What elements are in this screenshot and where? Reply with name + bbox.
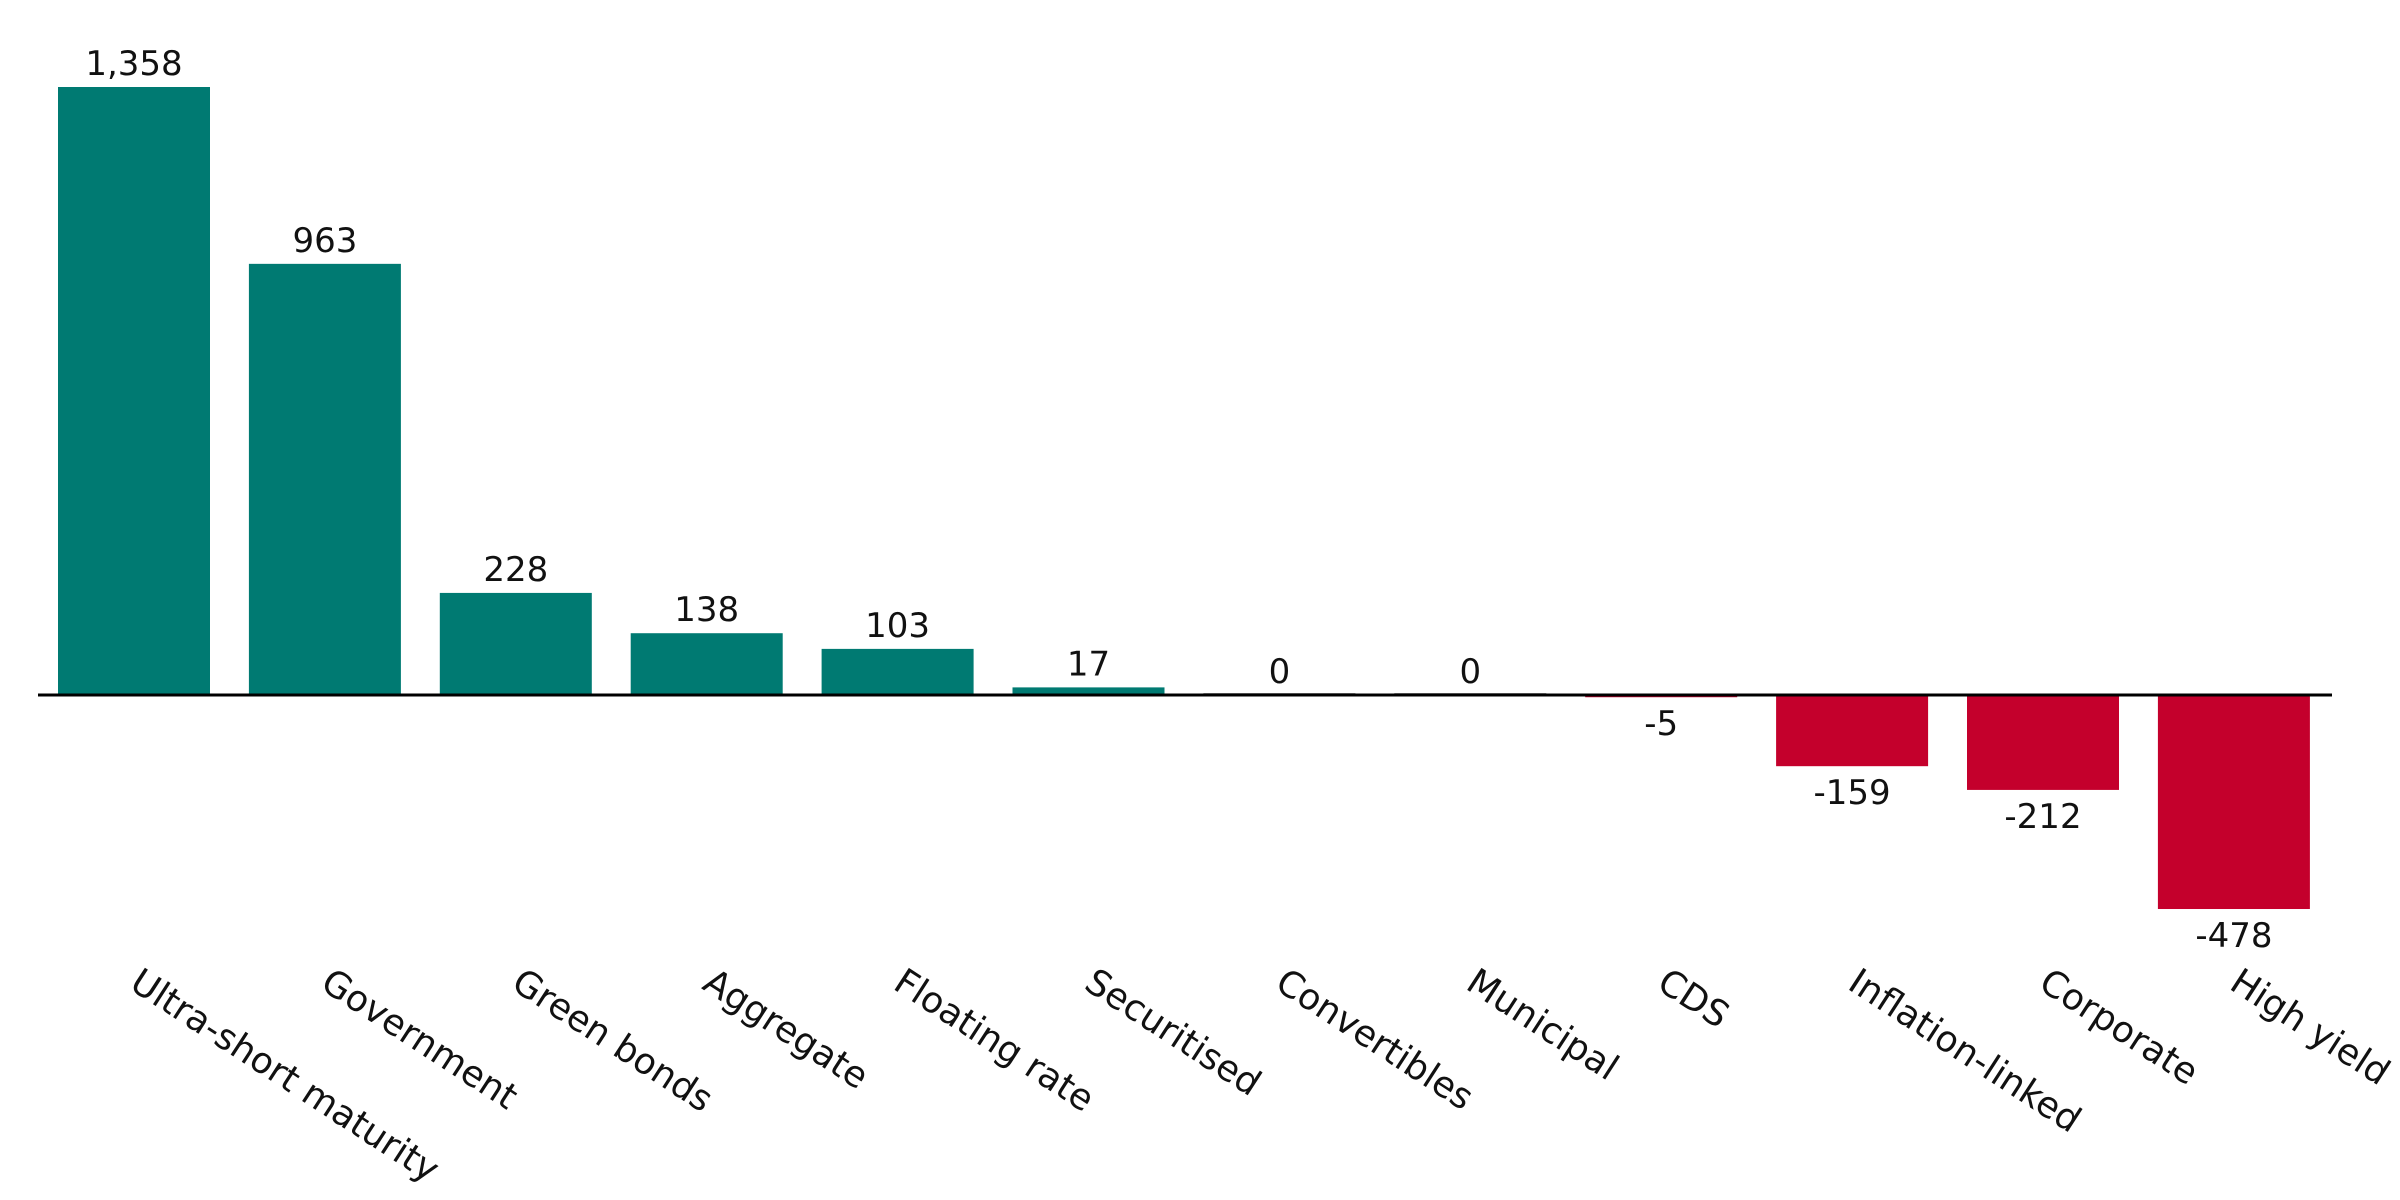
bar-0 — [58, 87, 210, 695]
bar-3 — [630, 633, 783, 695]
value-label-8: -5 — [1644, 704, 1678, 744]
value-label-4: 103 — [865, 606, 930, 646]
value-label-3: 138 — [674, 590, 739, 630]
value-label-10: -212 — [2004, 797, 2081, 837]
value-label-11: -478 — [2195, 916, 2272, 956]
category-label-2: Green bonds — [505, 961, 720, 1121]
value-label-5: 17 — [1067, 644, 1110, 684]
category-label-10: Corporate — [2032, 961, 2205, 1093]
category-label-5: Securitised — [1078, 961, 1268, 1104]
value-label-2: 228 — [483, 550, 548, 590]
bars-group — [58, 87, 2310, 910]
bar-5 — [1012, 687, 1165, 695]
category-label-8: CDS — [1650, 961, 1736, 1037]
category-label-11: High yield — [2223, 961, 2397, 1094]
category-label-0: Ultra-short maturity — [123, 961, 446, 1191]
value-label-7: 0 — [1459, 652, 1481, 692]
value-label-9: -159 — [1814, 773, 1891, 813]
category-label-3: Aggregate — [696, 961, 876, 1098]
bar-2 — [439, 592, 592, 695]
bar-4 — [821, 648, 974, 695]
bar-9 — [1776, 695, 1929, 767]
bar-1 — [248, 263, 401, 695]
category-label-7: Municipal — [1459, 961, 1625, 1089]
value-label-0: 1,358 — [85, 44, 182, 84]
value-label-1: 963 — [292, 221, 357, 261]
bar-11 — [2157, 695, 2310, 910]
value-label-6: 0 — [1269, 652, 1291, 692]
category-label-4: Floating rate — [887, 961, 1102, 1120]
category-label-6: Convertibles — [1268, 961, 1480, 1119]
value-labels-group: 1,358 963 228 138 103 17 0 0 -5 -159 -212 -478 — [85, 44, 2272, 956]
bar-10 — [1967, 695, 2119, 790]
